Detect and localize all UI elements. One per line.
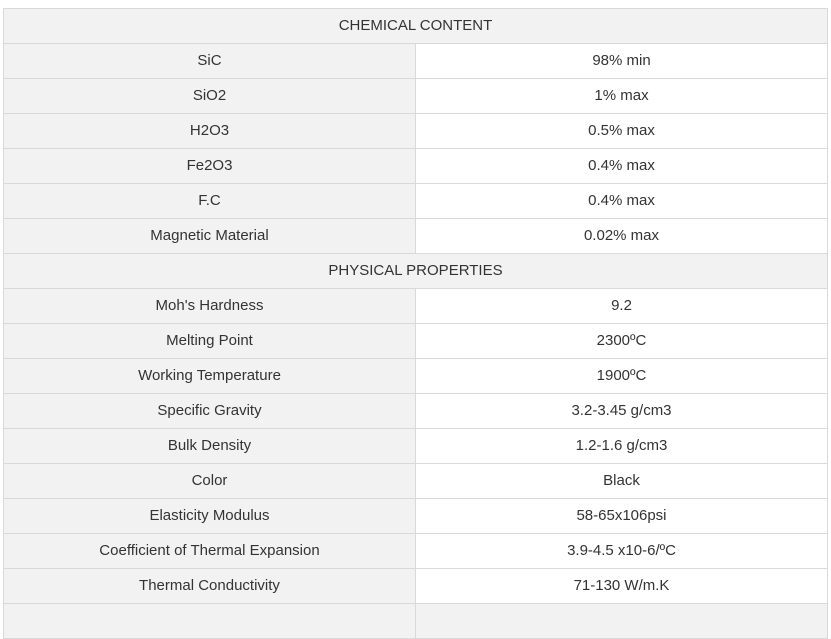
property-value: 3.9-4.5 x10-6/ºC [415,533,828,569]
property-label: Bulk Density [3,428,416,464]
property-label-empty [3,603,416,639]
property-label: Moh's Hardness [3,288,416,324]
property-label: F.C [3,183,416,219]
table-row: Bulk Density 1.2-1.6 g/cm3 [3,428,828,464]
property-label: Coefficient of Thermal Expansion [3,533,416,569]
table-row: Fe2O3 0.4% max [3,148,828,184]
property-value: 1900ºC [415,358,828,394]
table-row: H2O3 0.5% max [3,113,828,149]
table-row: Specific Gravity 3.2-3.45 g/cm3 [3,393,828,429]
property-value: 98% min [415,43,828,79]
property-label: H2O3 [3,113,416,149]
property-label: Fe2O3 [3,148,416,184]
property-label: SiC [3,43,416,79]
section-header-physical-properties: PHYSICAL PROPERTIES [3,253,828,289]
table-row: Thermal Conductivity 71-130 W/m.K [3,568,828,604]
property-label: Working Temperature [3,358,416,394]
property-label: Magnetic Material [3,218,416,254]
table-row-partial [3,603,828,639]
table-row: SiC 98% min [3,43,828,79]
property-value: 0.4% max [415,148,828,184]
table-row: Color Black [3,463,828,499]
property-value: 71-130 W/m.K [415,568,828,604]
property-label: Thermal Conductivity [3,568,416,604]
property-label: Color [3,463,416,499]
table-row: Coefficient of Thermal Expansion 3.9-4.5… [3,533,828,569]
table-row: SiO2 1% max [3,78,828,114]
table-row: Moh's Hardness 9.2 [3,288,828,324]
property-value: 58-65x106psi [415,498,828,534]
section-title: PHYSICAL PROPERTIES [3,253,828,289]
property-value: 9.2 [415,288,828,324]
property-value: 3.2-3.45 g/cm3 [415,393,828,429]
property-label: Melting Point [3,323,416,359]
specifications-table: CHEMICAL CONTENT SiC 98% min SiO2 1% max… [3,8,828,639]
table-row: Magnetic Material 0.02% max [3,218,828,254]
table-row: F.C 0.4% max [3,183,828,219]
table-row: Melting Point 2300ºC [3,323,828,359]
property-label: Specific Gravity [3,393,416,429]
property-value: 0.02% max [415,218,828,254]
property-value: 2300ºC [415,323,828,359]
table-row: Working Temperature 1900ºC [3,358,828,394]
section-title: CHEMICAL CONTENT [3,8,828,44]
property-value-empty [415,603,828,639]
property-value: 0.4% max [415,183,828,219]
property-value: Black [415,463,828,499]
property-value: 1.2-1.6 g/cm3 [415,428,828,464]
section-header-chemical-content: CHEMICAL CONTENT [3,8,828,44]
table-row: Elasticity Modulus 58-65x106psi [3,498,828,534]
property-label: Elasticity Modulus [3,498,416,534]
property-value: 1% max [415,78,828,114]
property-label: SiO2 [3,78,416,114]
property-value: 0.5% max [415,113,828,149]
